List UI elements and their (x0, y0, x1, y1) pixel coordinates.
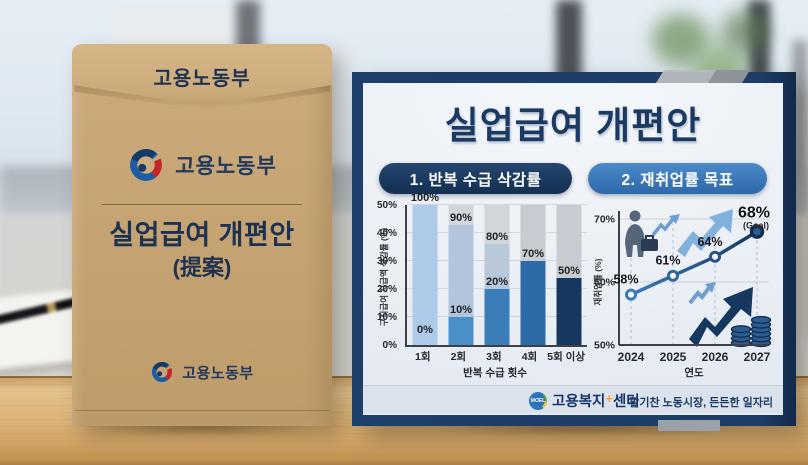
envelope: 고용노동부 고용노동부 실업급여 개편안 (提案) 고용노동부 (72, 44, 332, 426)
x-tick-label: 2회 (450, 351, 467, 363)
bar-segment (484, 244, 510, 289)
data-point (667, 269, 679, 282)
bar-segment (484, 289, 510, 345)
up-arrow-small-icon (705, 282, 716, 293)
envelope-footer-row: 고용노동부 (72, 360, 332, 384)
poster-board: 실업급여 개편안 1. 반복 수급 삭감률 2. 재취업률 목표 구직급여 지급… (352, 70, 796, 431)
board-footer-bar: MOEL 고용복지+센터 활기찬 노동시장, 든든한 일자리 (363, 385, 783, 413)
bar-chart-xlabel: 반복 수급 횟수 (463, 367, 527, 379)
line-chart-canvas: 50% 60% 70% 58% 61% 64% 68%(Goal) 2024 2025 2026 2… (593, 205, 772, 379)
divider (102, 204, 302, 205)
point-label: 58% (613, 273, 638, 287)
bar: 70% (515, 205, 551, 345)
x-tick-label: 5회 이상 (547, 351, 585, 363)
point-label: 61% (655, 254, 680, 268)
envelope-emblem-label: 고용노동부 (175, 155, 277, 178)
line-chart-xlabel: 연도 (684, 366, 704, 379)
up-arrow-small-icon (688, 286, 711, 305)
up-arrow-small-icon (669, 214, 680, 224)
bar-segment (412, 205, 438, 345)
bar: 90% 10% (443, 205, 479, 345)
x-tick-label: 1회 (415, 351, 431, 363)
data-point (709, 250, 721, 263)
y-tick-label: 0% (382, 340, 397, 351)
section-headers: 1. 반복 수급 삭감률 2. 재취업률 목표 (379, 163, 767, 194)
bar-value-label: 0% (417, 323, 433, 336)
envelope-footer-label: 고용노동부 (182, 364, 254, 382)
point-label: 64% (697, 235, 722, 249)
data-point (625, 288, 637, 301)
bar-value-label: 10% (449, 304, 473, 316)
board-content: 실업급여 개편안 1. 반복 수급 삭감률 2. 재취업률 목표 구직급여 지급… (363, 83, 783, 415)
person-briefcase-icon (625, 210, 658, 257)
footer-logo-text: 고용복지+센터 (552, 391, 640, 410)
y-tick-label: 30% (376, 256, 397, 267)
line-chart-ylabel: 재취업률 (%) (593, 258, 603, 305)
bar-value-label: 70% (521, 248, 545, 260)
y-tick-label: 50% (594, 340, 616, 352)
bar-value-label: 50% (557, 264, 581, 277)
bar-value-label: 20% (485, 276, 509, 288)
y-tick-label: 20% (376, 284, 397, 295)
y-tick-label: 10% (376, 312, 397, 323)
bar-chart-yticks: 0% 10% 20% 30% 40% 50% (369, 200, 401, 351)
x-tick-label: 3회 (486, 351, 502, 363)
data-point-goal (749, 224, 765, 239)
bar-value-label: 80% (485, 231, 509, 244)
coins-icon (730, 315, 772, 348)
goal-label: 68% (738, 205, 770, 222)
x-tick-label: 2025 (660, 350, 687, 364)
y-tick-label: 70% (594, 214, 616, 226)
envelope-subtitle: (提案) (172, 255, 232, 280)
y-tick-label: 50% (376, 200, 397, 211)
moel-center-logo: MOEL 고용복지+센터 (529, 390, 640, 411)
up-arrow-navy-icon (689, 287, 753, 347)
charts-row: 구직급여 지급액 삭감률 (%) 0% 10% 20% 30% 40% 50% 100% 0… (369, 192, 781, 383)
bar-segment (556, 205, 582, 278)
bar-segment (448, 317, 474, 345)
envelope-title: 실업급여 개편안 (109, 220, 295, 250)
bar-segment (556, 277, 582, 345)
board-stand-foot (658, 420, 720, 431)
envelope-flap-label: 고용노동부 (153, 68, 251, 90)
moel-emblem-icon (152, 361, 173, 383)
section-2-pill: 2. 재취업률 목표 (588, 163, 767, 194)
up-arrow-light-icon (677, 209, 733, 257)
bar-segment (484, 205, 510, 245)
section-1-pill: 1. 반복 수급 삭감률 (379, 163, 573, 194)
bar-chart-plot: 100% 0% 90% 10% 80% 20% 70% 50% (405, 192, 587, 347)
board-title: 실업급여 개편안 (444, 105, 702, 146)
x-tick-label: 2024 (618, 350, 645, 364)
gridline (407, 204, 587, 205)
line-chart: 50% 60% 70% 58% 61% 64% 68% (Goal) 2024 2025 2026 2… (593, 199, 781, 383)
goal-note: (Goal) (743, 221, 769, 231)
bar-segment (448, 224, 474, 317)
bar: 100% 0% (407, 192, 443, 345)
footer-slogan: 활기찬 노동시장, 든든한 일자리 (629, 397, 773, 409)
x-tick-label: 2027 (744, 350, 771, 364)
envelope-crease (75, 410, 329, 411)
up-arrow-small-icon (651, 217, 675, 237)
plus-icon: + (605, 391, 613, 406)
bar-value-label: 90% (449, 211, 473, 224)
line-series (629, 229, 759, 297)
moel-emblem-icon (130, 149, 163, 181)
bar-value-label: 100% (410, 192, 440, 204)
plant (722, 10, 768, 54)
y-tick-label: 40% (376, 228, 397, 239)
board-clip (707, 70, 751, 83)
bar-segment (448, 205, 474, 225)
bar-chart-categories: 1회 2회 3회 4회 5회 이상 (405, 349, 585, 364)
x-tick-label: 2026 (702, 350, 729, 364)
y-tick-label: 60% (594, 277, 616, 289)
bar: 50% (551, 205, 587, 345)
x-tick-label: 4회 (521, 351, 538, 363)
moel-center-badge-icon: MOEL (529, 391, 547, 410)
bar-segment (520, 205, 546, 261)
bar: 80% 20% (479, 205, 515, 345)
bar-chart: 구직급여 지급액 삭감률 (%) 0% 10% 20% 30% 40% 50% 100% 0… (369, 192, 593, 383)
bar-segment (520, 261, 546, 345)
envelope-emblem-row: 고용노동부 (72, 146, 332, 184)
